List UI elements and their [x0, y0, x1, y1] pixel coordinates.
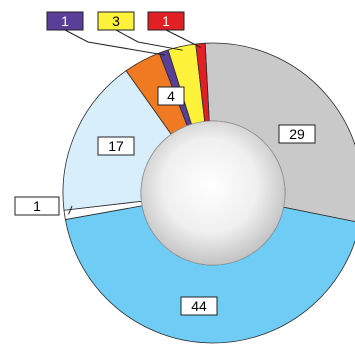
- center-hole-layer: [140, 120, 286, 266]
- label-box-8: [147, 11, 185, 31]
- slices-layer: [62, 42, 355, 344]
- label-box-3: [14, 196, 60, 216]
- leader-line-6: [64, 29, 166, 56]
- labels-layer: 29 44 1 17 4 1 3 1: [14, 11, 316, 316]
- label-box-2: [180, 296, 218, 316]
- data-label-7: 3: [112, 13, 120, 29]
- label-box-4: [97, 136, 135, 156]
- center-hole: [140, 120, 286, 266]
- data-label-2: 44: [191, 298, 207, 314]
- leader-line-8: [165, 29, 202, 48]
- label-box-1: [278, 124, 316, 144]
- data-label-4: 17: [108, 138, 124, 154]
- data-label-5: 4: [167, 88, 175, 104]
- label-box-5: [157, 86, 185, 106]
- data-label-8: 1: [162, 13, 170, 29]
- data-label-6: 1: [61, 13, 69, 29]
- data-label-1: 29: [289, 126, 305, 142]
- leader-line-3: [68, 205, 73, 215]
- label-box-7: [97, 11, 135, 31]
- label-box-6: [46, 11, 84, 31]
- data-label-3: 1: [33, 198, 41, 214]
- leader-line-7: [115, 29, 183, 51]
